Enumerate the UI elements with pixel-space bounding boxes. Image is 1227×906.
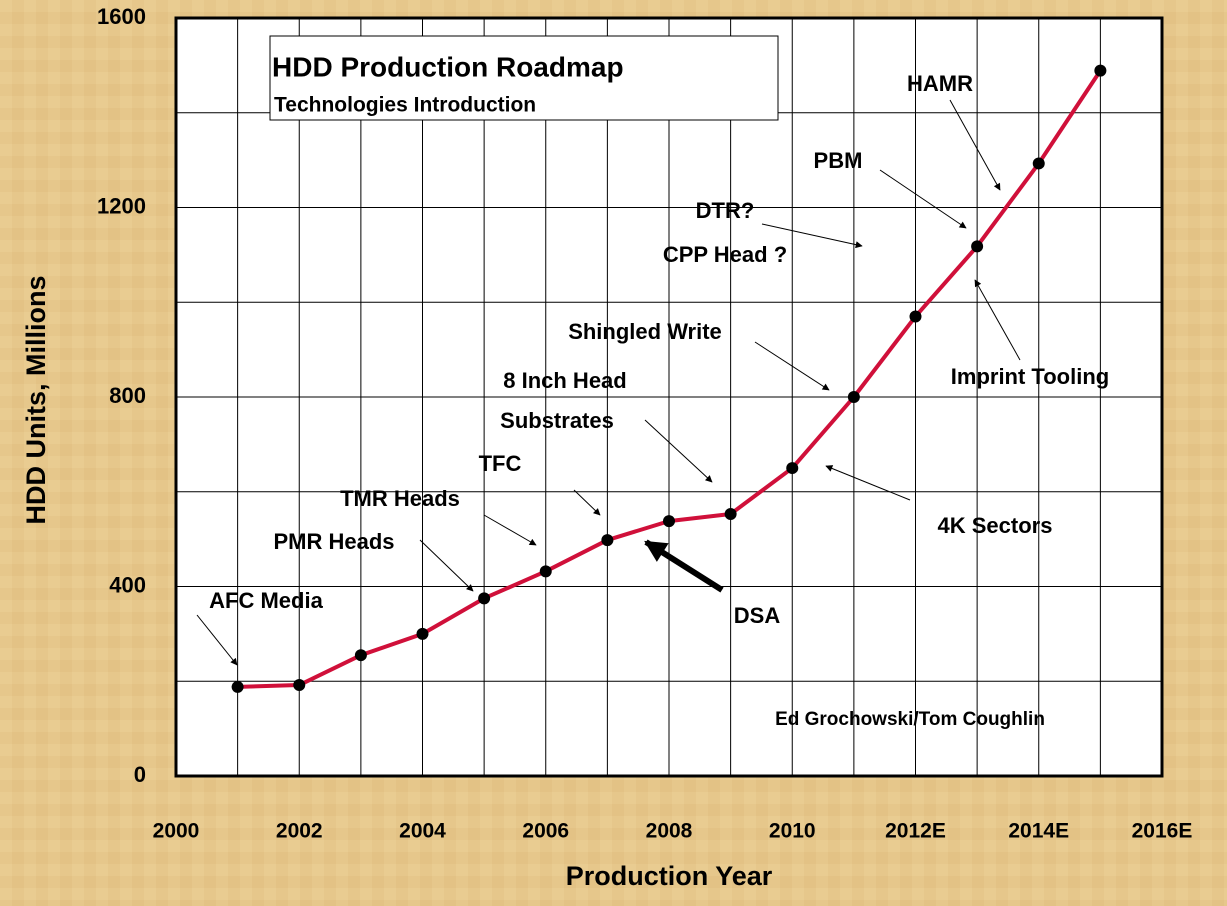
annotation: 8 Inch Head: [503, 368, 626, 393]
data-point: [1032, 157, 1045, 170]
data-point: [478, 592, 491, 605]
annotation: 4K Sectors: [938, 513, 1053, 538]
data-point: [971, 240, 984, 253]
annotation-arrow: [573, 489, 601, 516]
annotation: PMR Heads: [273, 529, 394, 554]
annotation: DTR?: [696, 198, 755, 223]
data-point: [416, 627, 429, 640]
annotation-arrow: [644, 539, 724, 593]
annotation: Substrates: [500, 408, 614, 433]
x-axis-label: Production Year: [566, 861, 773, 891]
annotation-arrow: [419, 539, 474, 592]
annotation-arrow: [879, 169, 967, 229]
y-tick-label: 1200: [97, 193, 146, 218]
annotation: TMR Heads: [340, 486, 460, 511]
annotation: AFC Media: [209, 588, 323, 613]
data-point: [539, 565, 552, 578]
data-point: [663, 515, 675, 528]
x-tick-label: 2014E: [1008, 820, 1069, 843]
chart-subtitle: Technologies Introduction: [274, 94, 536, 117]
annotation-arrow: [949, 99, 1001, 191]
x-tick-label: 2004: [399, 820, 446, 843]
x-tick-label: 2000: [153, 820, 200, 843]
data-point: [293, 679, 306, 692]
y-tick-label: 800: [109, 383, 146, 408]
annotation-arrow: [196, 614, 238, 666]
data-point: [724, 508, 737, 521]
chart-title: HDD Production Roadmap: [272, 51, 624, 82]
annotation: TFC: [479, 451, 522, 476]
x-tick-label: 2006: [522, 820, 569, 843]
data-point: [354, 649, 367, 662]
annotation-arrow: [825, 465, 911, 501]
data-point: [601, 534, 614, 547]
y-tick-label: 0: [134, 762, 146, 787]
x-tick-label: 2016E: [1132, 820, 1193, 843]
annotation-arrow: [754, 341, 830, 391]
annotation-arrow: [644, 419, 713, 483]
data-point: [847, 391, 860, 403]
annotation: CPP Head ?: [663, 242, 787, 267]
y-axis-label: HDD Units, Millions: [21, 276, 51, 525]
x-tick-label: 2008: [646, 820, 693, 843]
data-point: [1094, 64, 1107, 77]
data-point: [231, 680, 244, 693]
y-tick-label: 1600: [97, 4, 146, 29]
annotation: HAMR: [907, 71, 973, 96]
plot-border: [174, 16, 1164, 778]
annotation: DSA: [734, 603, 781, 628]
annotation-arrow: [974, 279, 1021, 361]
annotation-arrow: [483, 514, 537, 546]
x-tick-label: 2012E: [885, 820, 946, 843]
annotation-arrow: [761, 223, 863, 249]
data-point: [909, 310, 922, 323]
annotation: Shingled Write: [568, 319, 722, 344]
data-point: [786, 462, 799, 475]
y-tick-label: 400: [109, 572, 146, 597]
title-box: [269, 35, 779, 121]
x-tick-label: 2002: [276, 820, 323, 843]
annotation: PBM: [814, 148, 863, 173]
annotation: Imprint Tooling: [951, 364, 1109, 389]
annotation: Ed Grochowski/Tom Coughlin: [775, 709, 1045, 730]
x-tick-label: 2010: [769, 820, 816, 843]
